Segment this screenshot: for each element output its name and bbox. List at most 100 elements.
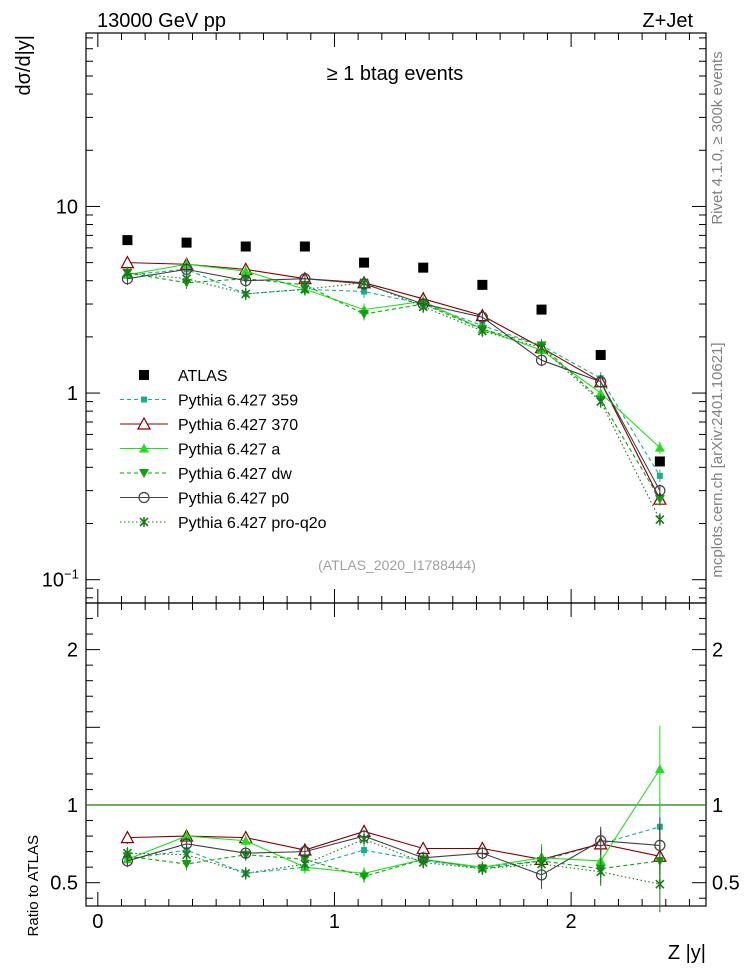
legend-label-pa: Pythia 6.427 a — [178, 442, 280, 459]
ratio-point-pdw — [359, 872, 370, 882]
ratio-point-pq2o — [418, 857, 428, 868]
ratio-point-pp0 — [299, 846, 311, 858]
point-pa — [595, 388, 606, 398]
legend-item-p359: Pythia 6.427 359 — [120, 393, 298, 410]
point-pq2o — [596, 396, 606, 407]
legend-item-pa: Pythia 6.427 a — [120, 442, 280, 459]
point-pa — [240, 266, 251, 276]
ratio-point-pq2o — [655, 879, 665, 890]
ratio-point-p359 — [361, 847, 368, 854]
ratio-point-pq2o — [300, 859, 310, 870]
ratio-y-tick-label-left: 1 — [67, 795, 78, 817]
legend-marker-pa — [139, 443, 149, 453]
series-atlas — [122, 235, 665, 467]
ratio-y-tick-label-right: 0.5 — [712, 873, 740, 895]
x-tick-label: 1 — [329, 911, 340, 933]
ratio-series-group — [120, 725, 667, 913]
ratio-point-pq2o — [182, 849, 192, 860]
legend-label-pq2o: Pythia 6.427 pro-q2o — [178, 515, 327, 532]
point-atlas — [477, 279, 488, 290]
point-pdw — [654, 495, 665, 505]
ratio-point-pq2o — [477, 863, 487, 874]
mcplots-label: mcplots.cern.ch [arXiv:2401.10621] — [709, 342, 726, 577]
legend-item-atlas: ATLAS — [139, 368, 228, 385]
legend-item-p370: Pythia 6.427 370 — [120, 416, 298, 434]
point-pp0 — [595, 376, 607, 388]
ratio-point-pp0 — [595, 835, 607, 847]
point-pdw — [359, 310, 370, 320]
point-atlas — [359, 257, 370, 268]
legend-marker-p370 — [136, 416, 152, 430]
legend-marker-atlas — [139, 370, 149, 380]
energy-label: 13000 GeV pp — [97, 10, 226, 32]
ratio-line-pa — [127, 768, 661, 874]
series-pp0 — [121, 263, 666, 497]
point-pp0 — [476, 311, 488, 323]
series-line-p370 — [127, 262, 661, 500]
point-atlas — [122, 235, 133, 246]
legend-label-atlas: ATLAS — [178, 368, 228, 385]
ratio-series-pdw — [122, 832, 665, 889]
process-label: Z+Jet — [642, 10, 693, 32]
point-pq2o — [182, 273, 192, 284]
ratio-point-pq2o — [359, 834, 369, 845]
ratio-line-p359 — [127, 826, 661, 874]
series-line-p359 — [127, 268, 661, 477]
legend-item-pdw: Pythia 6.427 dw — [120, 466, 292, 483]
ratio-point-pa — [240, 835, 251, 845]
point-pq2o — [418, 301, 428, 312]
legend: ATLAS Pythia 6.427 359 Pythia 6.427 370 Pyt… — [120, 368, 327, 532]
point-pq2o — [122, 267, 132, 278]
point-pp0 — [240, 275, 252, 287]
main-y-tick-label: 10 — [42, 570, 64, 592]
ratio-point-pa — [654, 764, 665, 774]
selection-label: ≥ 1 btag events — [327, 63, 464, 85]
point-pq2o — [300, 284, 310, 295]
point-p359 — [361, 288, 368, 295]
legend-item-pq2o: Pythia 6.427 pro-q2o — [120, 515, 327, 532]
x-tick-label: 0 — [92, 911, 103, 933]
legend-marker-pq2o — [139, 517, 149, 527]
series-line-pp0 — [127, 268, 661, 491]
point-pp0 — [654, 485, 666, 497]
ratio-point-pp0 — [240, 847, 252, 859]
ratio-line-pq2o — [127, 838, 660, 885]
ratio-line-pp0 — [127, 835, 660, 876]
point-atlas — [536, 304, 547, 315]
main-series-group — [120, 235, 667, 526]
ratio-series-pq2o — [122, 832, 665, 913]
ratio-series-pp0 — [121, 817, 666, 889]
legend-label-pp0: Pythia 6.427 p0 — [178, 491, 289, 508]
ratio-plot-frame — [85, 602, 707, 907]
point-pq2o — [536, 342, 547, 353]
point-pp0 — [535, 354, 548, 366]
legend-item-pp0: Pythia 6.427 p0 — [120, 491, 289, 508]
rivet-version-label: Rivet 4.1.0, ≥ 300k events — [709, 51, 726, 224]
ratio-point-pq2o — [122, 848, 132, 859]
x-axis-label: Z |y| — [668, 942, 706, 964]
ratio-y-axis-label: Ratio to ATLAS — [25, 835, 42, 936]
main-y-tick-exponent: −1 — [64, 567, 79, 582]
ratio-y-tick-label-left: 0.5 — [50, 873, 78, 895]
point-atlas — [595, 349, 606, 360]
ratio-point-pp0 — [654, 839, 666, 852]
series-pq2o — [122, 266, 665, 526]
ratio-y-tick-label-right: 2 — [712, 640, 723, 662]
legend-label-p370: Pythia 6.427 370 — [178, 417, 298, 434]
ratio-y-tick-label-right: 1 — [712, 795, 723, 817]
ratio-point-pa — [181, 831, 192, 841]
ratio-point-pdw — [181, 860, 192, 870]
analysis-id: (ATLAS_2020_I1788444) — [318, 557, 476, 573]
ratio-y-tick-label-left: 2 — [67, 640, 78, 662]
ratio-line-pdw — [127, 854, 660, 878]
legend-label-pdw: Pythia 6.427 dw — [178, 466, 292, 483]
main-y-tick-label: 10 — [56, 196, 78, 218]
x-tick-label: 2 — [566, 911, 577, 933]
ratio-axis-ticks: 0 1 2 0.5 0.5 1 1 2 2 — [50, 603, 740, 933]
point-atlas — [181, 237, 192, 248]
point-atlas — [654, 456, 665, 467]
legend-marker-p359 — [141, 396, 147, 403]
point-atlas — [299, 241, 310, 252]
